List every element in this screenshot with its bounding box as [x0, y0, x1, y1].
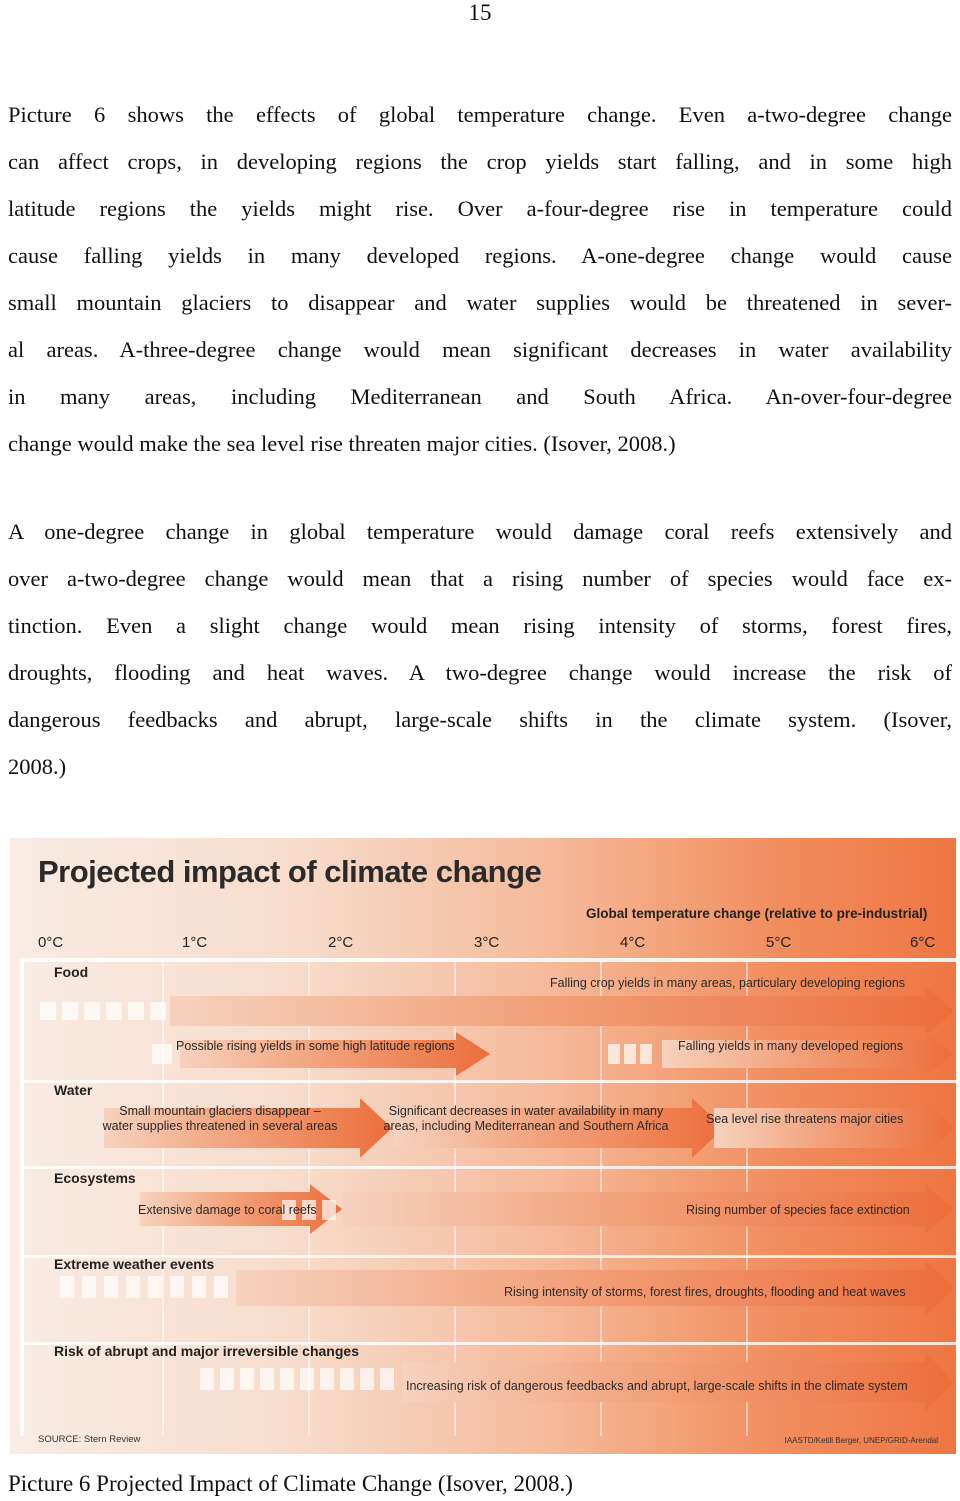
text-line: Picture 6 shows the effects of global te…: [8, 102, 952, 127]
impact-water-decrease: Significant decreases in water availabil…: [376, 1104, 676, 1134]
text-line: 2008.): [8, 754, 67, 779]
tick-label-6: 6°C: [910, 934, 936, 951]
impact-species: Rising number of species face extinction: [686, 1203, 910, 1217]
tick-label-3: 3°C: [474, 934, 500, 951]
paragraph-ecosystem-effects: A one-degree change in global temperatur…: [8, 508, 952, 790]
text-line: cause falling yields in many developed r…: [8, 243, 952, 268]
arrow-water-decrease: [394, 1098, 724, 1158]
category-extreme-weather: Extreme weather events: [54, 1256, 215, 1272]
impact-coral: Extensive damage to coral reefs: [138, 1203, 317, 1217]
impact-water-decrease-line1: Significant decreases in water availabil…: [388, 1104, 664, 1118]
page-number: 15: [468, 0, 492, 25]
arrow-feedbacks: [200, 1352, 954, 1412]
tick-label-4: 4°C: [620, 934, 646, 951]
text-line: al areas. A-three-degree change would me…: [8, 337, 952, 362]
tick-label-1: 1°C: [182, 934, 208, 951]
impact-glaciers: Small mountain glaciers disappear – wate…: [100, 1104, 340, 1134]
text-line: A one-degree change in global temperatur…: [8, 519, 952, 544]
figure-title: Projected impact of climate change: [38, 854, 542, 889]
impact-sea-level: Sea level rise threatens major cities: [706, 1112, 904, 1126]
arrow-falling-developed: [608, 1032, 954, 1076]
arrow-species: [282, 1184, 954, 1234]
paragraph-temperature-effects: Picture 6 shows the effects of global te…: [8, 91, 952, 467]
arrow-coral: [140, 1184, 342, 1234]
category-ecosystems: Ecosystems: [54, 1170, 136, 1186]
axis-title: Global temperature change (relative to p…: [586, 906, 928, 921]
category-water: Water: [54, 1082, 93, 1098]
impact-glaciers-line2: water supplies threatened in several are…: [102, 1119, 338, 1133]
text-line: in many areas, including Mediterranean a…: [8, 384, 952, 409]
impact-arrows-graphic: [20, 958, 956, 1436]
impact-glaciers-line1: Small mountain glaciers disappear –: [119, 1104, 321, 1118]
category-abrupt-changes: Risk of abrupt and major irreversible ch…: [54, 1343, 359, 1359]
figure-source: SOURCE: Stern Review: [38, 1434, 141, 1445]
text-line: over a-two-degree change would mean that…: [8, 566, 952, 591]
figure-caption: Picture 6 Projected Impact of Climate Ch…: [8, 1471, 573, 1496]
tick-label-0: 0°C: [38, 934, 64, 951]
figure-credit: IAASTD/Ketill Berger, UNEP/GRID-Arendal: [784, 1436, 938, 1445]
impact-falling-developed: Falling yields in many developed regions: [678, 1039, 904, 1053]
arrow-sea-level: [714, 1098, 954, 1158]
arrow-falling-crop-yields: [40, 986, 954, 1036]
text-line: change would make the sea level rise thr…: [8, 431, 676, 456]
impact-rising-yields: Possible rising yields in some high lati…: [176, 1039, 455, 1053]
text-line: can affect crops, in developing regions …: [8, 149, 952, 174]
tick-label-2: 2°C: [328, 934, 354, 951]
text-line: dangerous feedbacks and abrupt, large-sc…: [8, 707, 952, 732]
arrow-storms: [60, 1260, 954, 1316]
category-food: Food: [54, 964, 89, 980]
climate-impact-figure: Projected impact of climate change Globa…: [10, 838, 956, 1454]
text-line: tinction. Even a slight change would mea…: [8, 613, 952, 638]
impact-storms: Rising intensity of storms, forest fires…: [504, 1285, 906, 1299]
tick-label-5: 5°C: [766, 934, 792, 951]
arrow-rising-yields: [152, 1032, 490, 1076]
impact-falling-crop: Falling crop yields in many areas, parti…: [550, 976, 906, 990]
text-line: small mountain glaciers to disappear and…: [8, 290, 952, 315]
impact-feedbacks: Increasing risk of dangerous feedbacks a…: [406, 1379, 908, 1393]
text-line: latitude regions the yields might rise. …: [8, 196, 952, 221]
text-line: droughts, flooding and heat waves. A two…: [8, 660, 952, 685]
arrow-glaciers: [104, 1098, 392, 1158]
impact-water-decrease-line2: areas, including Mediterranean and South…: [383, 1119, 669, 1133]
